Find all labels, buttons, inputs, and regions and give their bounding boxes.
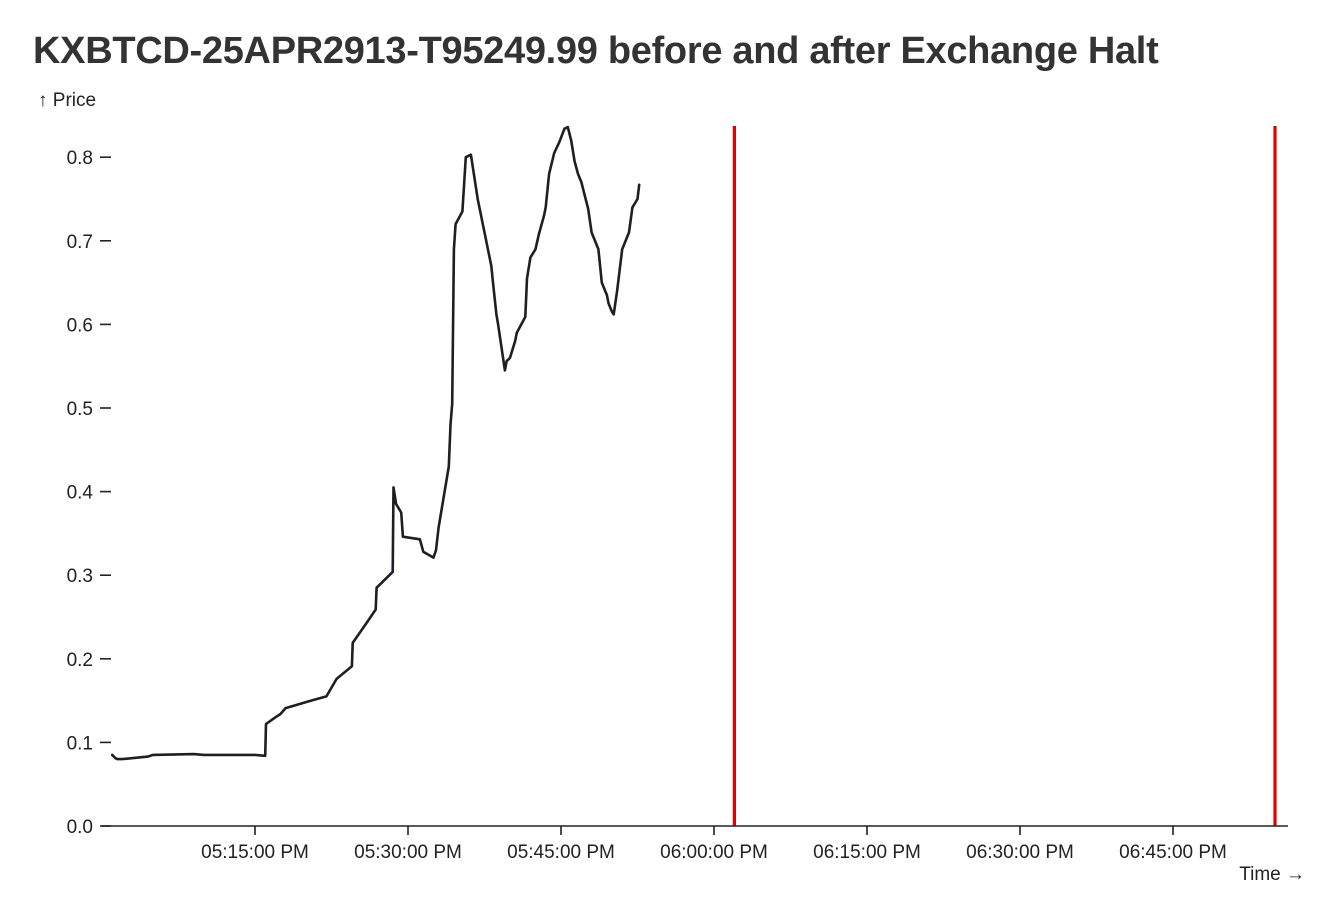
x-tick-label-5: 06:30:00 PM [966,842,1074,863]
chart-title: KXBTCD-25APR2913-T95249.99 before and af… [33,30,1159,72]
y-tick-label-5: 0.5 [67,399,93,420]
x-tick-label-0: 05:15:00 PM [201,842,309,863]
x-axis: 05:15:00 PM 05:30:00 PM 05:45:00 PM 06:00:0… [102,825,1288,863]
y-tick-label-2: 0.2 [67,650,93,671]
halt-markers [732,126,1277,826]
x-tick-label-6: 06:45:00 PM [1119,842,1227,863]
x-tick-label-4: 06:15:00 PM [813,842,921,863]
y-tick-label-4: 0.4 [67,483,94,504]
y-axis-label: ↑ Price [38,90,96,111]
price-line [110,125,641,761]
x-tick-label-1: 05:30:00 PM [354,842,462,863]
x-tick-label-2: 05:45:00 PM [507,842,615,863]
y-tick-label-6: 0.6 [67,315,93,336]
x-tick-label-3: 06:00:00 PM [660,842,768,863]
y-tick-label-8: 0.8 [67,148,93,169]
y-tick-label-3: 0.3 [67,566,93,587]
y-tick-label-7: 0.7 [67,232,93,253]
y-axis: 0.0 0.1 0.2 0.3 0.4 0.5 0.6 0.7 0.8 [67,148,111,838]
y-tick-label-1: 0.1 [67,733,93,754]
x-axis-label: Time → [1239,864,1305,885]
y-tick-label-0: 0.0 [67,817,93,838]
